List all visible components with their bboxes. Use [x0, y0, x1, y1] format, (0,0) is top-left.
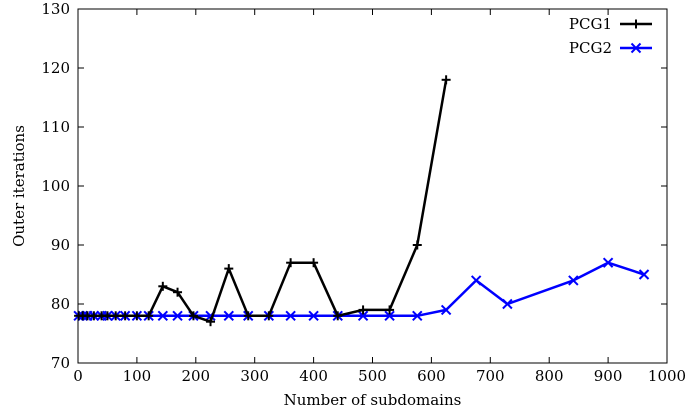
data-point-pcg1 — [333, 311, 343, 321]
data-point-pcg1 — [309, 258, 319, 268]
data-point-pcg2 — [172, 310, 183, 322]
data-point-pcg1 — [102, 311, 112, 321]
series-line-pcg1 — [78, 79, 448, 323]
x-tick-label: 1000 — [648, 367, 686, 385]
legend-marker-pcg2 — [630, 42, 642, 54]
data-point-pcg2 — [157, 310, 169, 322]
data-point-pcg2 — [308, 310, 319, 322]
x-tick-label: 800 — [535, 367, 564, 385]
y-tick-label: 90 — [51, 236, 70, 254]
data-point-pcg1 — [158, 281, 168, 291]
data-point-pcg1 — [286, 258, 296, 268]
data-point-pcg1 — [132, 311, 142, 321]
data-point-pcg1 — [441, 75, 451, 85]
data-point-pcg2 — [502, 298, 513, 310]
y-tick-label: 120 — [41, 59, 70, 77]
data-point-pcg2 — [568, 275, 579, 286]
axis-ticks: 0 100 200 300 400 500 600 700 800 900 1000 70 80 90 10… — [41, 0, 686, 385]
data-point-pcg1 — [264, 311, 274, 321]
y-tick-label: 110 — [41, 118, 70, 136]
x-tick-label: 0 — [73, 367, 83, 385]
x-tick-label: 300 — [240, 367, 269, 385]
y-axis-label: Outer iterations — [10, 125, 28, 247]
data-point-pcg1 — [188, 311, 198, 321]
data-point-pcg2 — [384, 310, 395, 322]
x-tick-label: 900 — [594, 367, 623, 385]
data-point-pcg1 — [224, 264, 234, 274]
x-tick-label: 100 — [123, 367, 152, 385]
data-point-pcg2 — [223, 310, 234, 322]
data-point-pcg1 — [120, 311, 130, 321]
data-point-pcg2 — [602, 257, 614, 268]
legend-marker-pcg1 — [631, 19, 641, 29]
data-point-pcg1 — [111, 311, 121, 321]
data-point-pcg2 — [470, 275, 482, 286]
data-point-pcg1 — [412, 240, 422, 250]
x-tick-label: 700 — [476, 367, 505, 385]
data-point-pcg1 — [243, 311, 253, 321]
x-axis-label: Number of subdomains — [284, 391, 462, 409]
data-point-pcg1 — [144, 311, 154, 321]
data-point-pcg1 — [358, 305, 368, 315]
y-tick-label: 130 — [41, 0, 70, 18]
data-point-pcg2 — [412, 310, 423, 322]
data-point-pcg2 — [357, 310, 369, 322]
series-layer — [73, 75, 650, 327]
data-point-pcg2 — [638, 269, 650, 280]
x-tick-label: 400 — [299, 367, 328, 385]
y-tick-label: 100 — [41, 177, 70, 195]
data-point-pcg1 — [206, 317, 216, 327]
data-point-pcg1 — [173, 287, 183, 297]
x-tick-label: 600 — [417, 367, 446, 385]
y-tick-label: 70 — [51, 354, 70, 372]
data-point-pcg2 — [285, 310, 296, 322]
data-point-pcg1 — [385, 305, 395, 315]
data-point-pcg1 — [89, 311, 99, 321]
legend-label-pcg1: PCG1 — [569, 15, 612, 33]
legend-label-pcg2: PCG2 — [569, 39, 612, 57]
data-point-pcg2 — [440, 304, 452, 316]
x-tick-label: 200 — [181, 367, 210, 385]
legend: PCG1 PCG2 — [569, 15, 652, 57]
y-tick-label: 80 — [51, 295, 70, 313]
x-tick-label: 500 — [358, 367, 387, 385]
